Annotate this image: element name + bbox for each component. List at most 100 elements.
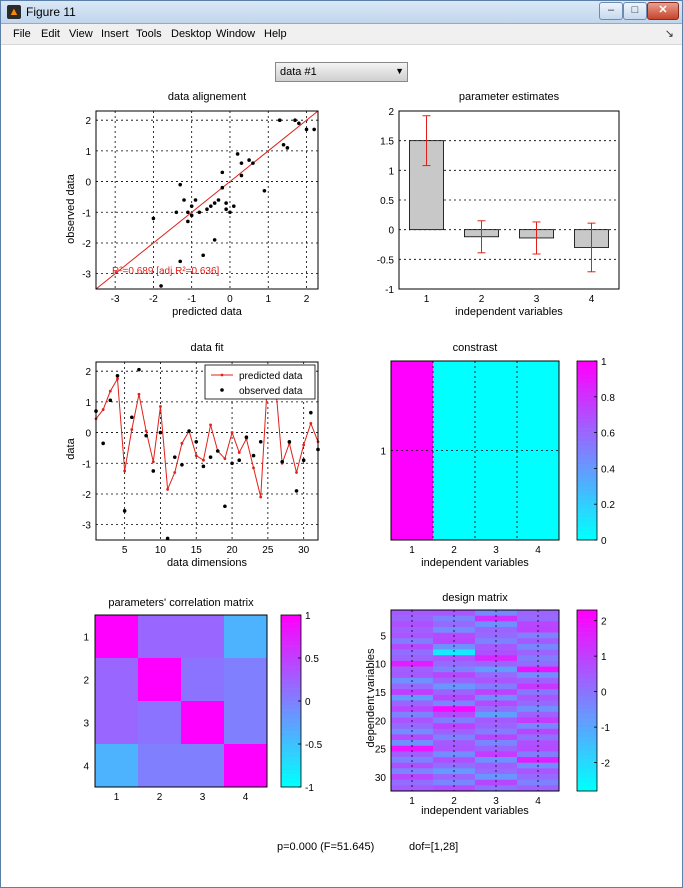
chart5-xtick-label: 1: [114, 792, 120, 803]
chart5-colorbar-segment: [281, 701, 301, 706]
chart1-point: [247, 158, 251, 162]
chart5-colorbar-segment: [281, 782, 301, 788]
chart3-observed-point: [223, 504, 227, 509]
menu-help[interactable]: Help: [264, 28, 287, 40]
chart6-cell: [433, 706, 476, 713]
chart6-colorbar-segment: [577, 763, 597, 769]
menu-edit[interactable]: Edit: [41, 28, 60, 40]
chart4-colorbar-segment: [577, 495, 597, 501]
chart4-colorbar-segment: [577, 410, 597, 415]
chart5-colorbar-segment: [281, 640, 301, 646]
chart5-xtick-label: 2: [157, 792, 163, 803]
chart4-colorbar-segment: [577, 477, 597, 483]
chart5-colorbar-tick-label: -0.5: [305, 740, 323, 751]
chart6-colorbar-segment: [577, 750, 597, 756]
menu-tools[interactable]: Tools: [136, 28, 162, 40]
chart1-ytick-label: 0: [85, 178, 91, 189]
menu-view[interactable]: View: [69, 28, 93, 40]
chart5-colorbar-segment: [281, 675, 301, 680]
chart6-cell: [433, 621, 476, 628]
menu-file[interactable]: File: [13, 28, 31, 40]
chart1-point: [212, 238, 217, 242]
chart4-colorbar-segment: [577, 463, 597, 469]
figure-canvas: data #1 ▼ data alignement predicted data…: [1, 45, 682, 887]
chart1-point: [174, 210, 179, 215]
chart1-point: [281, 142, 286, 147]
chart6-xtick-label: 4: [535, 796, 541, 807]
chart6-colorbar-segment: [577, 614, 597, 620]
chart5-colorbar-segment: [281, 679, 301, 685]
chart5-colorbar-segment: [281, 627, 301, 633]
chart6-cell: [433, 626, 476, 633]
dock-arrow-icon[interactable]: ↘: [664, 28, 674, 40]
chart4-colorbar-segment: [577, 486, 597, 492]
chart6-colorbar-segment: [577, 619, 597, 624]
chart6-colorbar-tick-label: -1: [601, 723, 610, 734]
chart4-colorbar-tick-label: 0.2: [601, 500, 615, 511]
menu-insert[interactable]: Insert: [101, 28, 129, 40]
chart1-point: [262, 188, 267, 193]
chart3-observed-point: [151, 469, 156, 473]
chart6-cell: [517, 689, 560, 696]
chart6-colorbar-segment: [577, 709, 597, 715]
chart1-point: [239, 173, 244, 178]
chart4-colorbar-segment: [577, 432, 597, 438]
chart4-colorbar-segment: [577, 365, 597, 371]
chart3-predicted-point: [259, 495, 263, 499]
chart5-cell: [181, 658, 225, 702]
maximize-button[interactable]: □: [623, 2, 647, 20]
chart3-observed-point: [201, 464, 206, 469]
menu-window[interactable]: Window: [216, 28, 256, 40]
chart1-ytick-label: 1: [85, 147, 91, 158]
chart2-xtick-label: 4: [589, 294, 595, 305]
chart4-xlabel: independent variables: [421, 557, 529, 569]
chart1-point: [201, 253, 205, 258]
chart1-xtick-label: -3: [111, 294, 120, 305]
chart4-colorbar-segment: [577, 383, 597, 389]
chart4-colorbar-segment: [577, 419, 597, 424]
chart6-colorbar-segment: [577, 718, 597, 724]
chart4-xtick-label: 1: [409, 545, 415, 556]
chart4-colorbar-segment: [577, 361, 597, 366]
close-button[interactable]: ✕: [647, 2, 679, 20]
chart5-colorbar-segment: [281, 692, 301, 697]
chart6-cell: [391, 740, 434, 747]
chart6-cell: [475, 694, 518, 701]
chart6-colorbar-segment: [577, 745, 597, 751]
chart5-axes-box: [94, 614, 268, 788]
chart2-xtick-label: 3: [534, 294, 540, 305]
title-bar[interactable]: ▲ Figure 11 – □ ✕: [1, 1, 682, 24]
chart5-ytick-label: 1: [83, 633, 89, 644]
chart6-colorbar-segment: [577, 632, 597, 638]
chart3-observed-point: [180, 463, 184, 467]
chart4-colorbar-segment: [577, 454, 597, 460]
chart6-cell: [391, 700, 434, 707]
chart6-colorbar-segment: [577, 768, 597, 774]
chart6-cell: [475, 740, 518, 747]
chart6-cell: [475, 615, 518, 622]
chart4-colorbar-segment: [577, 401, 597, 407]
minimize-button[interactable]: –: [599, 2, 623, 20]
chart1-point: [216, 198, 221, 202]
chart6-cell: [433, 774, 476, 780]
chart3-xtick-label: 15: [191, 545, 203, 556]
chart6-cell: [475, 751, 518, 758]
chart3-predicted-point: [209, 423, 212, 427]
chart6-cell: [391, 785, 434, 792]
data-selector-dropdown[interactable]: data #1 ▼: [275, 62, 408, 82]
menu-desktop[interactable]: Desktop: [171, 28, 212, 40]
plots-svg: -3 -2 -1 0 1 2 -3 -2 -1 0 1 2 R²=0.689 [adj.R²=0.636…: [82, 107, 620, 807]
chart4-colorbar-segment: [577, 531, 597, 536]
chart3-ytick-label: 1: [85, 398, 91, 409]
chart6-colorbar-segment: [577, 646, 597, 652]
chart6-colorbar-segment: [577, 637, 597, 642]
chart6-cell: [433, 610, 476, 616]
chart1-xtick-label: -1: [187, 294, 196, 305]
chart5-colorbar-segment: [281, 761, 301, 766]
chart5-colorbar-segment: [281, 649, 301, 654]
chart6-cell: [391, 615, 434, 622]
chart2-ytick-label: -1: [385, 285, 394, 296]
chart1-point: [205, 207, 209, 212]
chart6-cell: [475, 734, 518, 741]
chart6-cell: [517, 660, 560, 667]
